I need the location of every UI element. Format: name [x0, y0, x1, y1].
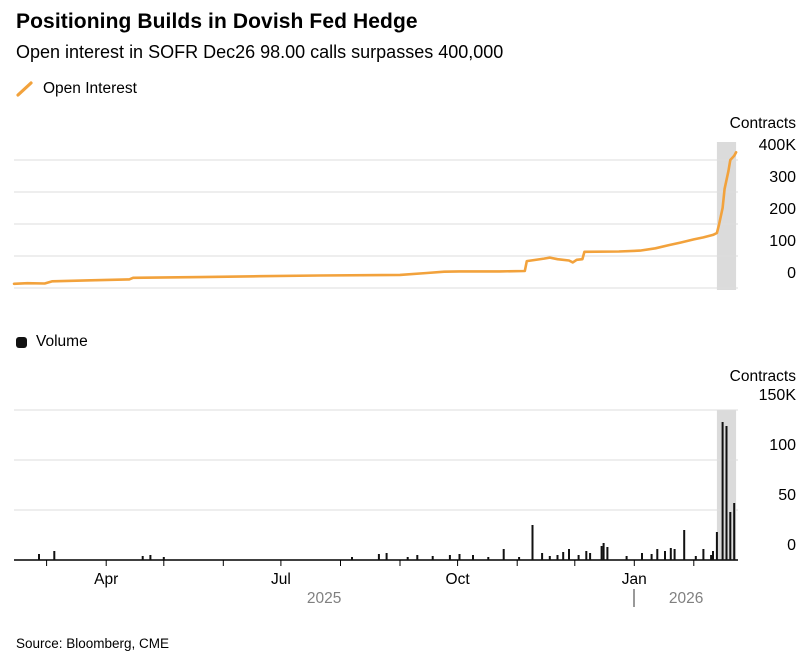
volume-bar — [673, 549, 676, 560]
volume-bar — [385, 553, 388, 560]
volume-axis-unit-label: Contracts — [729, 368, 796, 385]
year-divider — [633, 589, 636, 607]
volume-bar — [416, 555, 419, 560]
open-interest-ytick-300: 300 — [769, 169, 796, 186]
volume-ytick-0: 0 — [787, 537, 796, 554]
volume-ytick-50: 50 — [778, 487, 796, 504]
volume-bar — [458, 554, 461, 560]
year-label-2026: 2026 — [668, 590, 704, 607]
volume-bar — [502, 549, 505, 560]
xtick-label-Jan: Jan — [621, 571, 647, 588]
volume-bar — [562, 552, 565, 560]
volume-bar — [600, 546, 603, 560]
xtick-label-Jul: Jul — [270, 571, 291, 588]
open-interest-ytick-200: 200 — [769, 201, 796, 218]
volume-bar — [683, 530, 686, 560]
volume-bar — [577, 555, 580, 560]
volume-legend-label: Volume — [36, 333, 88, 350]
volume-bar — [487, 557, 490, 560]
volume-chart — [14, 409, 738, 566]
volume-bar — [431, 556, 434, 560]
source-attribution: Source: Bloomberg, CME — [16, 636, 170, 651]
volume-bar — [650, 554, 653, 560]
volume-bar — [712, 551, 714, 560]
open-interest-highlight-band — [716, 142, 737, 290]
chart-subtitle: Open interest in SOFR Dec26 98.00 calls … — [16, 42, 504, 62]
volume-bar — [664, 551, 666, 560]
xtick-label-Apr: Apr — [94, 571, 119, 588]
volume-legend: Volume — [16, 333, 88, 351]
volume-bar — [725, 426, 728, 560]
volume-bar — [715, 532, 718, 560]
volume-bar — [556, 555, 559, 560]
volume-bar — [141, 556, 144, 560]
volume-bar — [733, 503, 736, 560]
volume-bar — [641, 553, 643, 560]
volume-ytick-150K: 150K — [758, 387, 796, 404]
open-interest-line — [12, 151, 738, 286]
volume-bar — [406, 557, 409, 560]
open-interest-legend-label: Open Interest — [43, 80, 137, 97]
volume-bar — [149, 555, 152, 560]
volume-bar — [606, 547, 609, 560]
volume-bar — [531, 525, 534, 560]
open-interest-axis-unit-label: Contracts — [729, 115, 796, 132]
volume-bar — [541, 553, 544, 560]
volume-bar — [548, 556, 551, 560]
chart-title: Positioning Builds in Dovish Fed Hedge — [16, 10, 418, 33]
volume-bar — [729, 512, 732, 560]
volume-bar — [448, 555, 451, 560]
open-interest-line-legend-icon — [16, 81, 33, 97]
volume-bar — [710, 555, 713, 560]
volume-bar — [656, 549, 659, 560]
volume-bar — [585, 551, 588, 560]
volume-bar — [518, 557, 521, 560]
volume-bar — [602, 543, 605, 560]
volume-square-legend-icon — [16, 336, 27, 348]
volume-bar — [351, 557, 353, 560]
volume-bar — [38, 554, 40, 560]
volume-bar — [721, 422, 724, 560]
volume-bar — [625, 556, 628, 560]
open-interest-chart — [12, 142, 738, 290]
volume-bar — [702, 549, 705, 560]
volume-bar — [162, 557, 165, 560]
volume-bar — [694, 556, 697, 560]
volume-bar — [669, 548, 672, 560]
volume-ytick-100: 100 — [769, 437, 796, 454]
open-interest-ytick-0: 0 — [787, 265, 796, 282]
volume-bar — [568, 549, 570, 560]
year-label-2025: 2025 — [306, 590, 342, 607]
xtick-label-Oct: Oct — [445, 571, 470, 588]
volume-bar — [472, 555, 474, 560]
volume-bar — [589, 553, 592, 560]
volume-bar — [53, 551, 56, 560]
open-interest-ytick-400K: 400K — [758, 137, 796, 154]
open-interest-legend: Open Interest — [16, 80, 137, 98]
volume-bar — [377, 554, 380, 560]
open-interest-ytick-100: 100 — [769, 233, 796, 250]
